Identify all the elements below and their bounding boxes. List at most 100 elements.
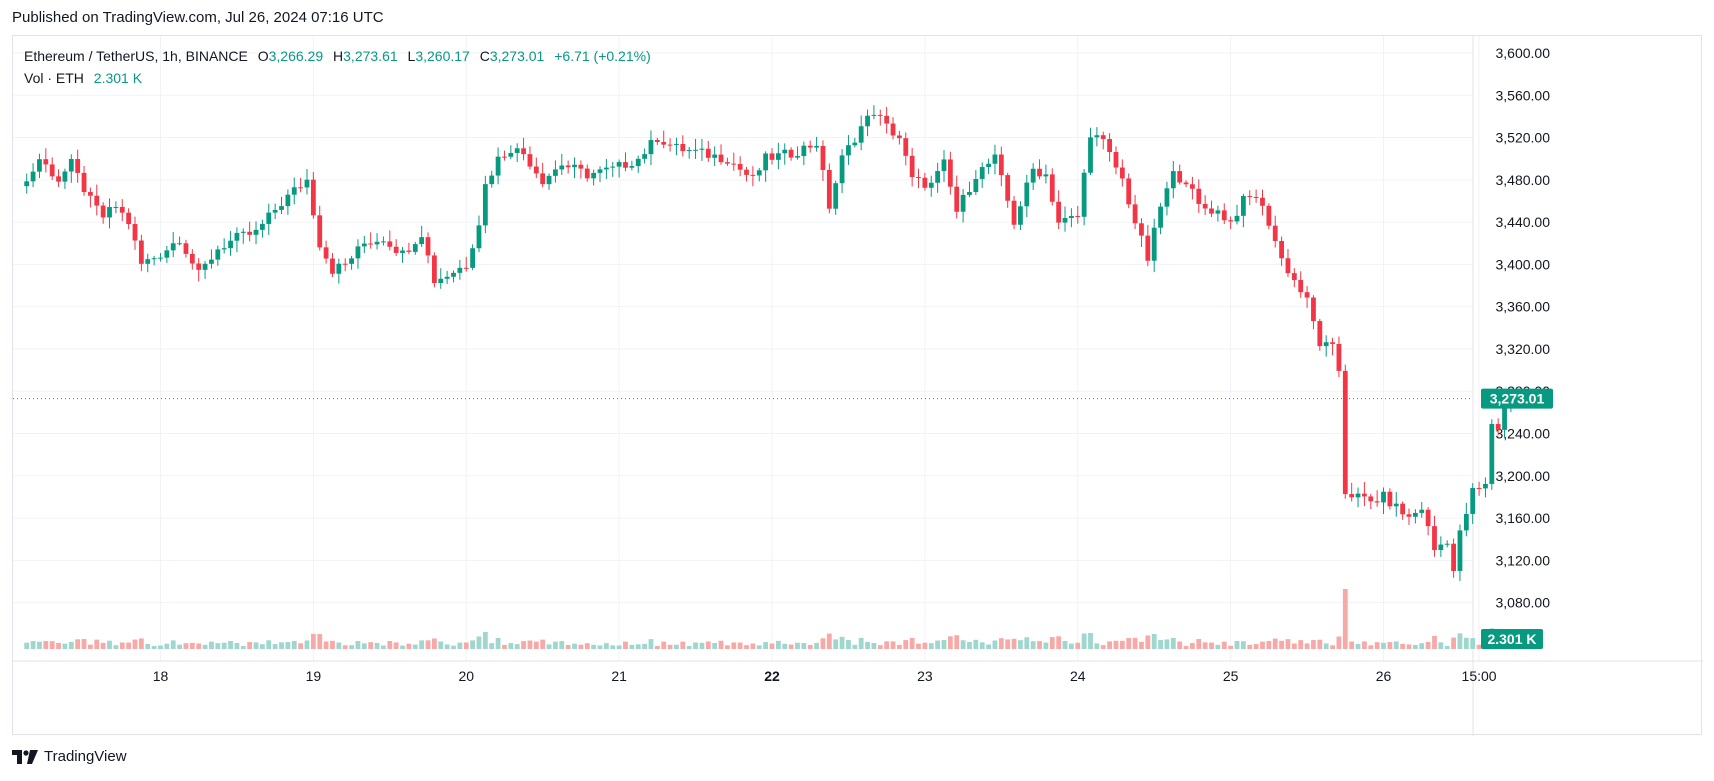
volume-bar: [629, 644, 635, 649]
volume-bar: [431, 638, 437, 649]
candle-body: [291, 187, 297, 195]
volume-bar: [1304, 643, 1310, 649]
volume-bar: [884, 641, 890, 649]
candle-body: [228, 240, 233, 249]
candle-body: [1457, 530, 1463, 571]
volume-bar: [476, 636, 482, 649]
volume-bar: [744, 645, 749, 649]
volume-bar: [852, 644, 858, 649]
candle-body: [623, 162, 628, 168]
volume-bar: [1043, 642, 1049, 649]
volume-bar: [1240, 641, 1246, 649]
candle-body: [253, 229, 259, 235]
volume-bar: [979, 642, 985, 649]
volume-bar: [100, 642, 106, 649]
candle-body: [1113, 152, 1119, 168]
price-tick-label: 3,520.00: [1496, 130, 1551, 146]
volume-bar: [37, 641, 42, 649]
volume-bar: [457, 642, 463, 649]
price-tick-label: 3,080.00: [1496, 595, 1551, 611]
candle-body: [521, 148, 526, 155]
volume-bar: [1368, 645, 1374, 649]
volume-bar: [553, 641, 558, 649]
candle-body: [393, 246, 399, 253]
volume-bar: [387, 640, 393, 649]
volume-bar: [763, 642, 769, 649]
candle-body: [1463, 513, 1469, 531]
volume-bar: [323, 641, 329, 649]
candle-body: [916, 176, 921, 178]
last-price-tag[interactable]: [1481, 388, 1553, 409]
candle-body: [1145, 235, 1151, 261]
candle-body: [1119, 167, 1125, 179]
volume-bar: [495, 637, 501, 649]
price-tick-label: 3,320.00: [1496, 341, 1551, 357]
volume-bar: [247, 642, 253, 649]
volume-bar: [425, 640, 431, 649]
candle-body: [775, 153, 781, 160]
volume-bar: [151, 646, 157, 649]
time-tick-label: 25: [1223, 668, 1239, 684]
candle-body: [189, 253, 195, 264]
candle-body: [616, 162, 622, 167]
volume-bar: [260, 644, 265, 649]
candle-body: [947, 159, 953, 187]
candle-body: [1444, 543, 1450, 545]
candle-body: [1240, 195, 1246, 216]
candle-body: [126, 212, 132, 224]
candle-body: [1151, 227, 1157, 261]
candle-body: [476, 225, 482, 249]
volume-bar: [393, 642, 399, 649]
last-volume-tag[interactable]: [1481, 629, 1543, 649]
candle-body: [1234, 215, 1240, 222]
candle-body: [1100, 135, 1106, 140]
chart-frame[interactable]: 3,600.00 3,560.00 3,520.00 3,480.00 3,440.00…: [12, 35, 1703, 736]
candle-body: [973, 178, 979, 192]
last-volume-tag-label: 2.301 K: [1487, 631, 1536, 647]
candle-body: [107, 207, 112, 218]
volume-bar: [559, 641, 565, 649]
volume-bar: [1132, 637, 1138, 649]
candle-body: [495, 156, 501, 176]
candle-body: [489, 175, 495, 185]
volume-bar: [1005, 639, 1011, 649]
candlestick-chart[interactable]: 3,600.00 3,560.00 3,520.00 3,480.00 3,440.00…: [13, 36, 1703, 736]
candle-body: [457, 267, 463, 273]
volume-bar: [1381, 642, 1386, 649]
candle-body: [750, 174, 756, 176]
candle-body: [533, 166, 539, 174]
candle-body: [928, 182, 934, 188]
volume-bar: [928, 643, 934, 649]
volume-bar: [769, 643, 775, 649]
candle-body: [1330, 342, 1335, 344]
candle-body: [158, 257, 163, 259]
volume-bar: [285, 642, 291, 649]
volume-bar: [699, 642, 705, 649]
tradingview-brand[interactable]: TradingView: [12, 748, 127, 765]
volume-bar: [725, 645, 730, 649]
candle-body: [234, 232, 240, 241]
candle-body: [1298, 280, 1304, 293]
volume-bar: [877, 645, 883, 649]
candle-body: [903, 138, 909, 156]
volume-bar: [1094, 643, 1100, 649]
volume-bar: [1037, 641, 1042, 649]
volume-bar: [1362, 641, 1367, 649]
candle-body: [1228, 220, 1234, 222]
volume-bar: [1349, 641, 1355, 649]
candle-body: [1483, 483, 1488, 489]
candle-body: [24, 181, 30, 187]
volume-bar: [1056, 636, 1062, 649]
time-tick-label: 15:00: [1462, 668, 1497, 684]
candle-body: [1476, 487, 1482, 489]
candle-body: [368, 243, 374, 245]
candle-body: [1393, 503, 1399, 507]
volume-bar: [75, 639, 81, 649]
volume-bar: [1279, 640, 1284, 649]
candle-body: [877, 114, 883, 116]
candle-body: [1132, 204, 1138, 224]
candle-body: [1336, 343, 1342, 371]
candle-body: [1018, 206, 1023, 225]
candle-body: [559, 165, 565, 170]
candle-body: [88, 192, 93, 196]
